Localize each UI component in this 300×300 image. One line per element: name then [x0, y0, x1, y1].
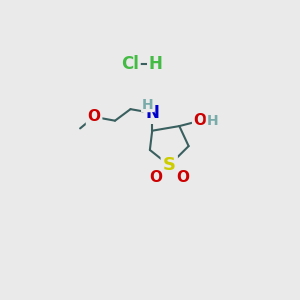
Text: S: S: [163, 156, 176, 174]
Text: H: H: [142, 98, 153, 112]
Text: Cl: Cl: [122, 56, 140, 74]
Text: N: N: [145, 104, 159, 122]
Text: O: O: [88, 110, 100, 124]
Text: O: O: [150, 170, 163, 185]
Text: H: H: [206, 115, 218, 128]
Text: O: O: [194, 113, 207, 128]
Text: O: O: [176, 170, 189, 185]
Text: H: H: [148, 56, 162, 74]
